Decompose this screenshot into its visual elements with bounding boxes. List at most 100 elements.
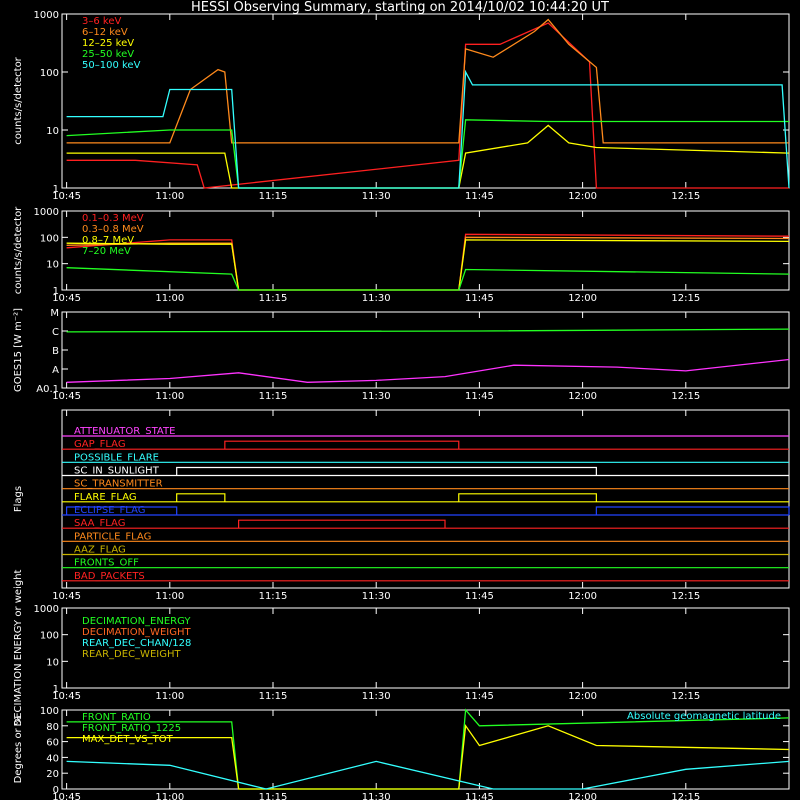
goes-x-tick-label: 11:00 xyxy=(155,391,184,402)
flags-flag-label: SAA_FLAG xyxy=(74,518,125,529)
decimation-frame xyxy=(61,607,790,689)
count-rate-low-legend-entry: 12–25 keV xyxy=(82,38,134,49)
decimation-x-tick-label: 10:45 xyxy=(52,691,81,702)
count-rate-low-series-line xyxy=(66,119,789,189)
decimation-x-tick-label: 11:30 xyxy=(362,691,391,702)
count-rate-low-series-line xyxy=(66,69,790,189)
ratios-y-axis-label: Degrees or % xyxy=(13,716,24,784)
flags-flag-on-segment xyxy=(458,493,597,502)
goes-series-line xyxy=(66,328,790,333)
flags-flag-label: BAD_PACKETS xyxy=(74,571,145,582)
ratios-x-tick-label: 11:45 xyxy=(465,792,494,800)
goes-x-tick-label: 11:30 xyxy=(362,391,391,402)
ratios-y-tick-label: 60 xyxy=(46,738,59,749)
count-rate-high-y-tick-label: 100 xyxy=(40,233,59,244)
count-rate-low-x-tick-label: 11:15 xyxy=(259,191,288,202)
ratios-x-tick-label: 12:00 xyxy=(568,792,597,800)
goes-y-tick-label: M xyxy=(50,308,59,319)
count-rate-high-x-tick-label: 11:30 xyxy=(362,293,391,304)
flags-flag-label: SC_TRANSMITTER xyxy=(74,479,163,490)
ratios-x-tick-label: 11:30 xyxy=(362,792,391,800)
goes-y-tick-label: A0.1 xyxy=(36,384,59,395)
count-rate-low-series-line xyxy=(66,18,789,144)
ratios-y-tick-label: 80 xyxy=(46,722,59,733)
decimation-y-tick-label: 10 xyxy=(46,657,59,668)
decimation-legend-entry: REAR_DEC_WEIGHT xyxy=(82,649,181,660)
count-rate-high-frame xyxy=(61,210,790,291)
flags-flag-on-segment xyxy=(176,493,226,502)
count-rate-high-x-tick-label: 11:15 xyxy=(259,293,288,304)
decimation-x-tick-label: 11:15 xyxy=(259,691,288,702)
count-rate-high-y-axis-label: counts/s/detector xyxy=(13,206,24,294)
ratios-x-tick-label: 11:15 xyxy=(259,792,288,800)
decimation-x-tick-label: 12:15 xyxy=(671,691,700,702)
count-rate-low-x-tick-label: 11:45 xyxy=(465,191,494,202)
count-rate-high-y-tick-label: 1 xyxy=(53,286,59,297)
count-rate-high-x-tick-label: 11:45 xyxy=(465,293,494,304)
flags-frame xyxy=(61,409,790,589)
decimation-x-tick-label: 11:45 xyxy=(465,691,494,702)
count-rate-low-frame xyxy=(61,13,790,189)
decimation-legend-entry: REAR_DEC_CHAN/128 xyxy=(82,638,191,649)
ratios-series-line xyxy=(66,724,790,790)
flags-flag-on-segment xyxy=(224,440,460,450)
flags-flag-label: GAP_FLAG xyxy=(74,439,126,450)
flags-x-tick-label: 12:15 xyxy=(671,591,700,602)
ratios-legend-entry: MAX_DET_VS_TOT xyxy=(82,734,174,745)
decimation-y-axis-label: DECIMATION ENERGY or weight xyxy=(13,569,24,726)
count-rate-low-x-tick-label: 12:00 xyxy=(568,191,597,202)
page-title: HESSI Observing Summary, starting on 201… xyxy=(191,0,609,15)
flags-flag-label: FLARE_FLAG xyxy=(74,492,137,503)
goes-x-tick-label: 12:00 xyxy=(568,391,597,402)
flags-x-tick-label: 11:30 xyxy=(362,591,391,602)
goes-y-tick-label: B xyxy=(52,346,59,357)
flags-flag-label: ATTENUATOR_STATE xyxy=(74,426,175,437)
flags-x-tick-label: 11:15 xyxy=(259,591,288,602)
decimation-legend-entry: DECIMATION_ENERGY xyxy=(82,616,191,627)
goes-x-tick-label: 11:15 xyxy=(259,391,288,402)
count-rate-low-series-line xyxy=(66,124,790,189)
flags-x-tick-label: 12:00 xyxy=(568,591,597,602)
decimation-y-tick-label: 1 xyxy=(53,684,59,695)
count-rate-low-y-tick-label: 100 xyxy=(40,68,59,79)
flags-x-tick-label: 11:00 xyxy=(155,591,184,602)
goes-x-tick-label: 10:45 xyxy=(52,391,81,402)
count-rate-low-legend-entry: 50–100 keV xyxy=(82,60,141,71)
ratios-legend-entry: Absolute geomagnetic latitude xyxy=(627,711,781,722)
ratios-y-tick-label: 0 xyxy=(53,785,59,796)
count-rate-low-x-tick-label: 12:15 xyxy=(671,191,700,202)
goes-x-tick-label: 12:15 xyxy=(671,391,700,402)
flags-flag-label: FRONTS_OFF xyxy=(74,558,139,569)
flags-flag-on-segment xyxy=(176,466,597,476)
decimation-x-tick-label: 11:00 xyxy=(155,691,184,702)
goes-frame xyxy=(61,311,790,389)
count-rate-low-legend-entry: 25–50 keV xyxy=(82,49,134,60)
count-rate-high-x-tick-label: 11:00 xyxy=(155,293,184,304)
goes-y-tick-label: C xyxy=(52,327,59,338)
count-rate-high-x-tick-label: 12:00 xyxy=(568,293,597,304)
count-rate-low-legend-entry: 3–6 keV xyxy=(82,16,121,27)
ratios-x-tick-label: 10:45 xyxy=(52,792,81,800)
ratios-y-tick-label: 20 xyxy=(46,769,59,780)
count-rate-low-y-axis-label: counts/s/detector xyxy=(13,56,24,144)
count-rate-low-x-tick-label: 10:45 xyxy=(52,191,81,202)
count-rate-low-y-tick-label: 10 xyxy=(46,126,59,137)
count-rate-low-x-tick-label: 11:00 xyxy=(155,191,184,202)
flags-flag-label: PARTICLE_FLAG xyxy=(74,531,151,542)
count-rate-high-x-tick-label: 10:45 xyxy=(52,293,81,304)
count-rate-high-legend-entry: 7–20 MeV xyxy=(82,246,131,257)
ratios-legend-entry: FRONT_RATIO_1225 xyxy=(82,723,181,734)
ratios-y-tick-label: 40 xyxy=(46,753,59,764)
count-rate-high-legend-entry: 0.8–7 MeV xyxy=(82,235,134,246)
count-rate-high-series-line xyxy=(66,239,790,291)
decimation-legend-entry: DECIMATION_WEIGHT xyxy=(82,627,191,638)
flags-y-axis-label: Flags xyxy=(13,486,24,512)
ratios-x-tick-label: 12:15 xyxy=(671,792,700,800)
goes-x-tick-label: 11:45 xyxy=(465,391,494,402)
count-rate-high-legend-entry: 0.3–0.8 MeV xyxy=(82,224,144,235)
flags-flag-on-segment xyxy=(66,506,178,515)
ratios-y-tick-label: 100 xyxy=(40,706,59,717)
goes-series-line xyxy=(66,358,790,383)
count-rate-high-series-line xyxy=(66,236,790,291)
